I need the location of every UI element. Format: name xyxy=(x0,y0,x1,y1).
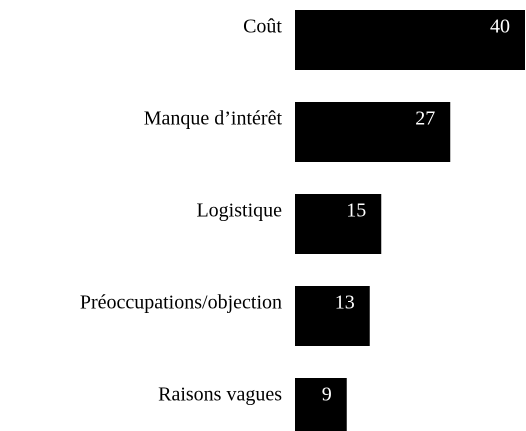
bar xyxy=(295,378,347,431)
category-label: Raisons vagues xyxy=(158,384,282,406)
value-label: 40 xyxy=(490,16,510,38)
bar xyxy=(295,194,382,254)
category-label: Logistique xyxy=(196,200,282,222)
bar xyxy=(295,286,370,346)
value-label: 15 xyxy=(346,200,366,222)
category-label: Préoccupations/objection xyxy=(80,292,282,314)
category-label: Manque d’intérêt xyxy=(144,108,283,130)
bar xyxy=(295,10,525,70)
value-label: 27 xyxy=(415,108,435,130)
value-label: 13 xyxy=(335,292,355,314)
value-label: 9 xyxy=(322,384,332,406)
bar xyxy=(295,102,451,162)
category-label: Coût xyxy=(243,16,282,38)
